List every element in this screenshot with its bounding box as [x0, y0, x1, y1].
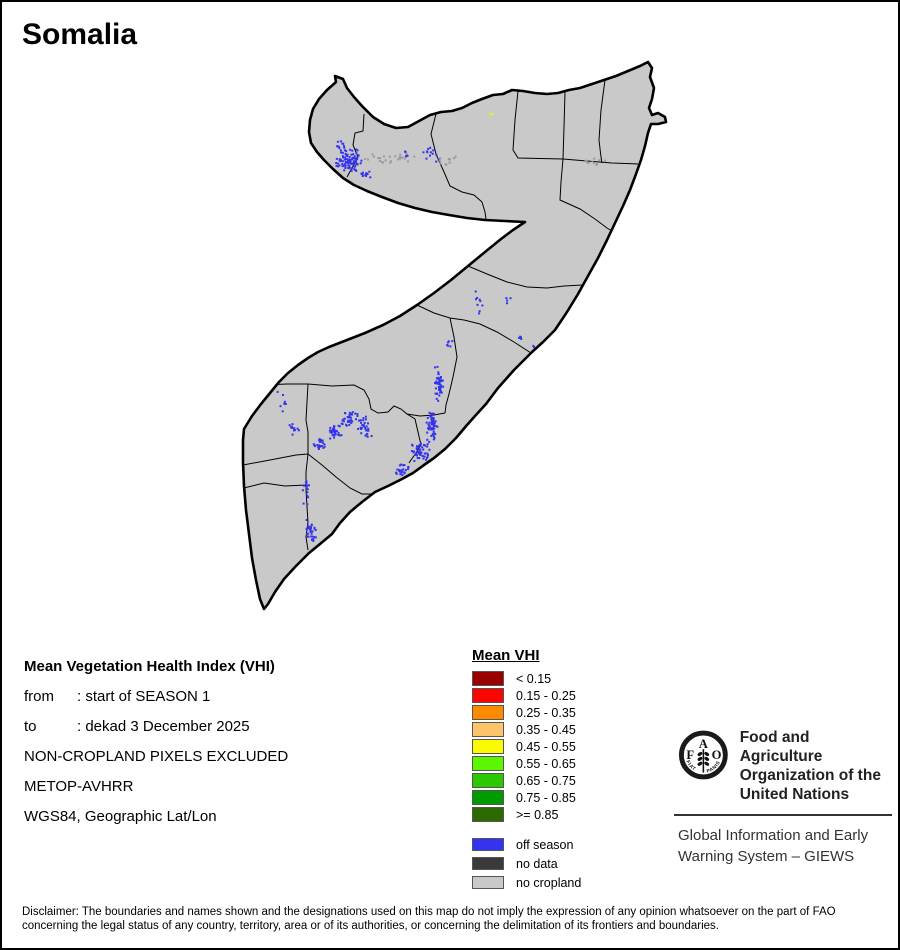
fao-letter-f: F: [686, 748, 694, 762]
legend-swatch: [472, 876, 504, 889]
legend-row-vhi-0: < 0.15: [472, 670, 581, 687]
info-from-line: from: start of SEASON 1: [24, 688, 211, 705]
legend-row-extra-0: off season: [472, 835, 581, 854]
region-boundaries: [243, 79, 639, 551]
page-title: Somalia: [22, 18, 138, 51]
legend-label: off season: [516, 837, 574, 852]
legend-row-vhi-4: 0.45 - 0.55: [472, 738, 581, 755]
legend-swatch: [472, 838, 504, 851]
legend-row-vhi-8: >= 0.85: [472, 806, 581, 823]
legend-row-vhi-2: 0.25 - 0.35: [472, 704, 581, 721]
legend-row-vhi-7: 0.75 - 0.85: [472, 789, 581, 806]
fao-block: F A O FIAT PANIS: [674, 728, 892, 867]
fao-letter-a: A: [699, 737, 709, 751]
disclaimer-line1: Disclaimer: The boundaries and names sho…: [22, 906, 836, 918]
legend-swatch: [472, 807, 504, 822]
legend-label: 0.45 - 0.55: [516, 739, 576, 754]
legend: Mean VHI < 0.15 0.15 - 0.25 0.25 - 0.35 0.3…: [472, 647, 581, 892]
legend-row-vhi-6: 0.65 - 0.75: [472, 772, 581, 789]
legend-label: >= 0.85: [516, 807, 559, 822]
legend-label: 0.15 - 0.25: [516, 688, 576, 703]
legend-rows: < 0.15 0.15 - 0.25 0.25 - 0.35 0.35 - 0.45 0…: [472, 670, 581, 892]
legend-swatch: [472, 790, 504, 805]
fao-separator: [674, 814, 892, 816]
legend-swatch: [472, 857, 504, 870]
legend-swatch: [472, 705, 504, 720]
legend-row-extra-1: no data: [472, 854, 581, 873]
legend-row-vhi-5: 0.55 - 0.65: [472, 755, 581, 772]
fao-org-name: Food and Agriculture Organization of the…: [739, 729, 881, 803]
legend-swatch: [472, 671, 504, 686]
disclaimer-line2: concerning the legal status of any count…: [22, 920, 719, 932]
legend-row-vhi-1: 0.15 - 0.25: [472, 687, 581, 704]
map-info-block: Mean Vegetation Health Index (VHI) from:…: [24, 652, 288, 832]
legend-row-extra-2: no cropland: [472, 873, 581, 892]
legend-label: 0.35 - 0.45: [516, 722, 576, 737]
legend-swatch: [472, 688, 504, 703]
legend-label: 0.65 - 0.75: [516, 773, 576, 788]
info-to-line: to: dekad 3 December 2025: [24, 718, 250, 735]
legend-swatch: [472, 756, 504, 771]
info-heading: Mean Vegetation Health Index (VHI): [24, 658, 275, 675]
legend-label: no data: [516, 856, 558, 871]
giews-label: Global Information and Early Warning Sys…: [678, 827, 869, 865]
info-sensor-line: METOP-AVHRR: [24, 778, 134, 795]
legend-label: no cropland: [516, 875, 582, 890]
legend-label: 0.55 - 0.65: [516, 756, 576, 771]
disclaimer: Disclaimer: The boundaries and names sho…: [22, 905, 882, 933]
wheat-ear-icon: [697, 749, 710, 773]
legend-swatch: [472, 773, 504, 788]
legend-swatch: [472, 739, 504, 754]
info-noncropland-line: NON-CROPLAND PIXELS EXCLUDED: [24, 748, 289, 765]
country-outline: [241, 60, 668, 611]
info-projection-line: WGS84, Geographic Lat/Lon: [24, 808, 217, 825]
legend-swatch: [472, 722, 504, 737]
fao-motto-fiat: FIAT: [685, 759, 697, 772]
pixel-speckles: [276, 90, 607, 542]
legend-title: Mean VHI: [472, 647, 540, 664]
fao-logo: F A O FIAT PANIS: [678, 730, 728, 780]
legend-label: < 0.15: [516, 671, 552, 686]
legend-row-vhi-3: 0.35 - 0.45: [472, 721, 581, 738]
legend-label: 0.75 - 0.85: [516, 790, 576, 805]
legend-label: 0.25 - 0.35: [516, 705, 576, 720]
fao-letter-o: O: [712, 748, 722, 762]
